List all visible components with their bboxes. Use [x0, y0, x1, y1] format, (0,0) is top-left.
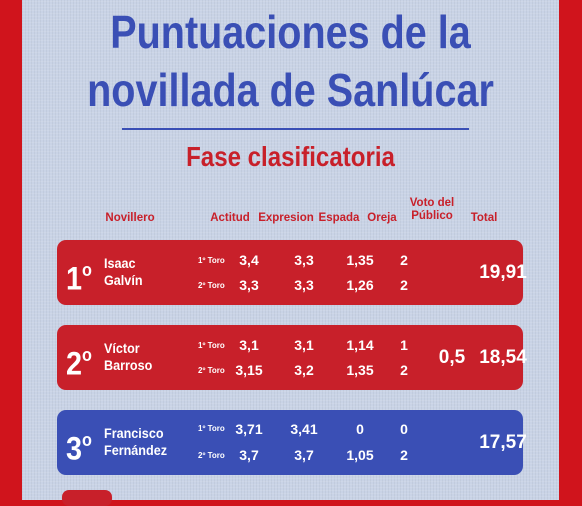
- expresion-value: 3,2: [294, 362, 314, 378]
- actitud-value: 3,15: [235, 362, 263, 378]
- novillero-name: Isaac Galvín: [104, 255, 143, 288]
- header-voto-line2: Público: [411, 210, 453, 222]
- oreja-value: 1: [400, 337, 408, 353]
- header-total: Total: [470, 212, 498, 224]
- expresion-value: 3,7: [294, 447, 314, 463]
- rank-number: 3o: [66, 430, 92, 467]
- total-value: 18,54: [479, 347, 527, 368]
- header-novillero: Novillero: [105, 212, 155, 224]
- toro-label: 2º Toro: [198, 366, 225, 375]
- expresion-value: 3,3: [294, 252, 314, 268]
- actitud-value: 3,1: [239, 337, 259, 353]
- toro-label: 1º Toro: [198, 341, 225, 350]
- novillero-name: Francisco Fernández: [104, 425, 168, 458]
- header-voto-line1: Voto del: [409, 197, 455, 209]
- espada-value: 1,14: [346, 337, 374, 353]
- oreja-value: 2: [400, 277, 408, 293]
- oreja-value: 2: [400, 447, 408, 463]
- actitud-value: 3,3: [239, 277, 259, 293]
- toro-label: 2º Toro: [198, 281, 225, 290]
- toro-label: 1º Toro: [198, 424, 225, 433]
- title-line-2: novillada de Sanlúcar: [87, 64, 494, 116]
- title-divider: [122, 128, 469, 130]
- total-value: 17,57: [479, 432, 527, 453]
- novillero-name: Víctor Barroso: [104, 340, 153, 373]
- rank-number: 1o: [66, 260, 92, 297]
- ranking-row-3: 3o Francisco Fernández 1º Toro 2º Toro 3…: [57, 410, 527, 475]
- expresion-value: 3,41: [290, 421, 318, 437]
- actitud-value: 3,71: [235, 421, 263, 437]
- oreja-value: 2: [400, 252, 408, 268]
- ranking-row-1: 1o Isaac Galvín 1º Toro 2º Toro 3,4 3,3 …: [57, 240, 527, 305]
- header-oreja: Oreja: [367, 212, 397, 224]
- expresion-value: 3,3: [294, 277, 314, 293]
- header-expresion: Expresion: [258, 212, 314, 224]
- oreja-value: 0: [400, 421, 408, 437]
- actitud-value: 3,7: [239, 447, 259, 463]
- ranking-row-2: 2o Víctor Barroso 1º Toro 2º Toro 3,1 3,…: [57, 325, 527, 390]
- voto-value: 0,5: [438, 347, 466, 368]
- header-actitud: Actitud: [210, 212, 250, 224]
- title-line-1: Puntuaciones de la: [110, 6, 471, 58]
- oreja-value: 2: [400, 362, 408, 378]
- total-value: 19,91: [479, 262, 527, 283]
- expresion-value: 3,1: [294, 337, 314, 353]
- header-espada: Espada: [318, 212, 360, 224]
- background-panel: Puntuaciones de la novillada de Sanlúcar…: [22, 0, 559, 506]
- espada-value: 1,05: [346, 447, 374, 463]
- actitud-value: 3,4: [239, 252, 259, 268]
- toro-label: 2º Toro: [198, 451, 225, 460]
- next-row-stub: [62, 490, 112, 506]
- espada-value: 0: [356, 421, 364, 437]
- header-voto: Voto del Público: [405, 197, 459, 223]
- toro-label: 1º Toro: [198, 256, 225, 265]
- espada-value: 1,26: [346, 277, 374, 293]
- espada-value: 1,35: [346, 252, 374, 268]
- espada-value: 1,35: [346, 362, 374, 378]
- rank-number: 2o: [66, 345, 92, 382]
- subtitle: Fase clasificatoria: [186, 141, 395, 172]
